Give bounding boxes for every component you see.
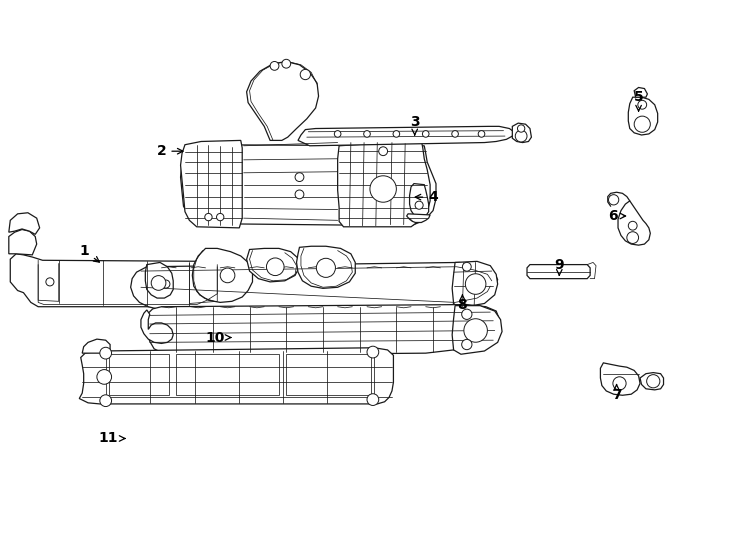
Text: 7: 7 <box>611 384 622 402</box>
Polygon shape <box>9 213 40 234</box>
Circle shape <box>266 258 284 275</box>
Circle shape <box>415 201 423 209</box>
Text: 11: 11 <box>99 431 125 446</box>
Circle shape <box>647 375 660 388</box>
Polygon shape <box>247 248 299 282</box>
Circle shape <box>161 280 170 288</box>
Circle shape <box>282 59 291 68</box>
Circle shape <box>462 262 471 271</box>
Polygon shape <box>181 140 242 228</box>
Polygon shape <box>338 140 430 227</box>
Circle shape <box>379 147 388 156</box>
Polygon shape <box>181 145 436 226</box>
Polygon shape <box>640 373 664 390</box>
Circle shape <box>151 275 166 291</box>
Circle shape <box>270 62 279 70</box>
Polygon shape <box>79 348 393 404</box>
Circle shape <box>479 131 484 137</box>
Polygon shape <box>527 265 590 279</box>
Circle shape <box>295 173 304 181</box>
Circle shape <box>205 213 212 221</box>
Circle shape <box>422 131 429 137</box>
Circle shape <box>334 131 341 137</box>
Polygon shape <box>147 305 499 355</box>
Polygon shape <box>298 126 514 146</box>
Polygon shape <box>131 262 498 311</box>
Circle shape <box>393 131 399 137</box>
Text: 3: 3 <box>410 114 420 135</box>
Polygon shape <box>213 264 238 295</box>
Circle shape <box>97 369 112 384</box>
Polygon shape <box>109 354 169 395</box>
Circle shape <box>627 232 639 244</box>
Text: 4: 4 <box>415 190 438 204</box>
Circle shape <box>634 116 650 132</box>
Polygon shape <box>407 214 430 222</box>
Polygon shape <box>600 363 640 395</box>
Circle shape <box>628 221 637 230</box>
Text: 2: 2 <box>156 144 183 158</box>
Polygon shape <box>192 248 252 302</box>
Text: 1: 1 <box>79 244 99 262</box>
Polygon shape <box>176 354 279 395</box>
Circle shape <box>370 176 396 202</box>
Polygon shape <box>9 230 37 255</box>
Polygon shape <box>141 310 173 343</box>
Polygon shape <box>410 184 429 217</box>
Polygon shape <box>452 261 498 308</box>
Polygon shape <box>634 87 647 97</box>
Text: 8: 8 <box>457 295 468 312</box>
Polygon shape <box>452 306 502 354</box>
Circle shape <box>465 274 486 294</box>
Polygon shape <box>286 354 374 395</box>
Polygon shape <box>628 97 658 135</box>
Circle shape <box>464 319 487 342</box>
Circle shape <box>608 194 619 205</box>
Circle shape <box>100 347 112 359</box>
Polygon shape <box>512 123 531 143</box>
Circle shape <box>217 213 224 221</box>
Circle shape <box>367 394 379 406</box>
Text: 10: 10 <box>206 330 231 345</box>
Text: 9: 9 <box>554 258 564 275</box>
Circle shape <box>515 130 527 142</box>
Polygon shape <box>145 262 173 298</box>
Circle shape <box>364 131 370 137</box>
Circle shape <box>613 377 626 390</box>
Polygon shape <box>10 254 228 307</box>
Circle shape <box>316 258 335 278</box>
Polygon shape <box>297 246 355 288</box>
Circle shape <box>451 131 458 137</box>
Circle shape <box>367 346 379 358</box>
Polygon shape <box>618 201 650 245</box>
Text: 5: 5 <box>633 90 644 111</box>
Circle shape <box>638 100 647 109</box>
Polygon shape <box>82 339 110 353</box>
Circle shape <box>46 278 54 286</box>
Circle shape <box>462 339 472 350</box>
Circle shape <box>100 395 112 407</box>
Circle shape <box>300 69 310 80</box>
Polygon shape <box>247 62 319 140</box>
Circle shape <box>295 190 304 199</box>
Circle shape <box>220 268 235 283</box>
Circle shape <box>517 125 525 132</box>
Text: 6: 6 <box>608 209 625 223</box>
Circle shape <box>462 309 472 320</box>
